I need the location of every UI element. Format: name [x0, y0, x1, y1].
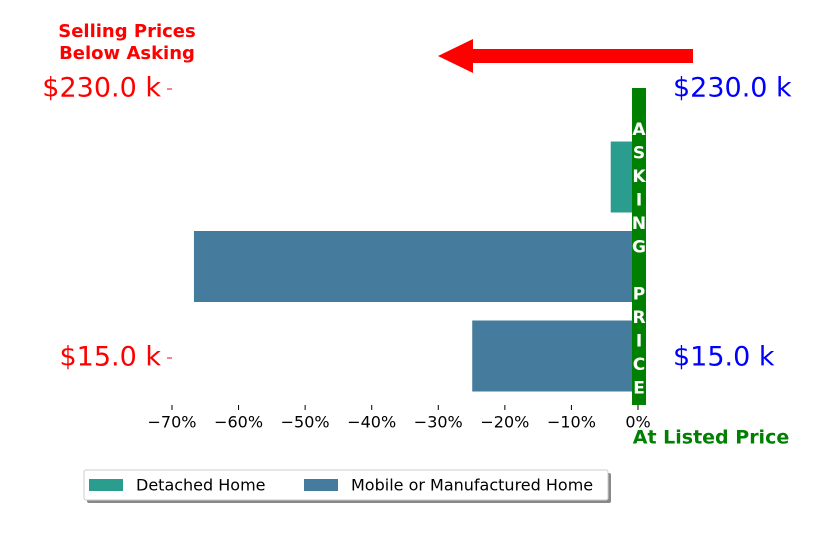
annotation: Selling Prices [58, 21, 195, 42]
x-tick-label: 0% [625, 413, 650, 432]
arrow [438, 39, 693, 73]
legend: Detached Home Mobile or Manufactured Home [83, 469, 611, 503]
x-tick-label: −30% [414, 413, 463, 432]
x-tick-label: −60% [214, 413, 263, 432]
legend-swatch [89, 479, 123, 491]
asking-price-bar [632, 88, 647, 405]
bar [193, 231, 639, 302]
x-tick-label: −50% [281, 413, 330, 432]
annotation: Below Asking [59, 43, 195, 64]
legend-label: Detached Home [136, 476, 266, 495]
y-label-right: $15.0 k [673, 342, 775, 373]
x-tick-label: −10% [547, 413, 596, 432]
y-label-right: $230.0 k [673, 73, 792, 104]
y-label-left: $230.0 k [42, 73, 161, 104]
bar [472, 320, 639, 392]
legend-swatch [304, 479, 338, 491]
x-tick-label: −40% [347, 413, 396, 432]
x-tick-label: −20% [480, 413, 529, 432]
asking-price-label: ASKING PRICE [629, 120, 649, 402]
legend-label: Mobile or Manufactured Home [351, 476, 593, 495]
y-label-left: $15.0 k [59, 342, 161, 373]
annotation: At Listed Price [633, 427, 789, 449]
x-tick-label: −70% [147, 413, 196, 432]
legend-box [83, 469, 609, 501]
